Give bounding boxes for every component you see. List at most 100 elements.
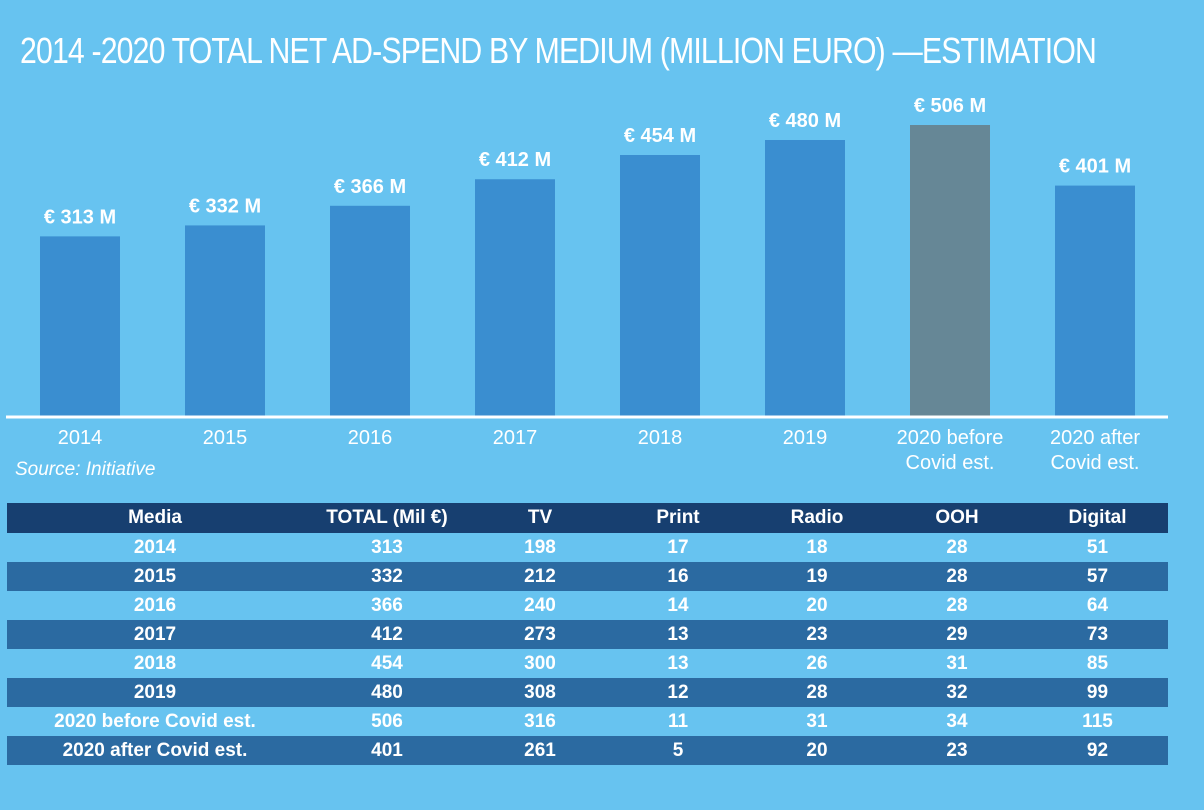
table-row: 2018 454 300 13 26 31 85	[7, 649, 1168, 678]
table-cell: 198	[524, 536, 556, 558]
table-cell: 57	[1086, 565, 1109, 587]
table-cell: 12	[667, 681, 689, 703]
table-cell: 29	[946, 623, 968, 645]
x-tick-label: 2017	[493, 427, 538, 449]
table-cell: 273	[524, 623, 556, 645]
table-cell: 85	[1086, 652, 1109, 674]
table-cell: 28	[946, 536, 968, 558]
table-cell: 2018	[133, 652, 177, 674]
table-cell: 300	[524, 652, 556, 674]
data-label: € 480 M	[769, 110, 841, 132]
table-cell: 401	[371, 739, 403, 761]
bar-2017	[475, 179, 555, 417]
table-header-cell: TOTAL (Mil €)	[326, 507, 448, 528]
data-label: € 454 M	[624, 125, 696, 147]
table-cell: 316	[524, 710, 556, 732]
table-row: 2020 before Covid est. 506 316 11 31 34 115	[7, 707, 1168, 736]
bar-2019	[765, 140, 845, 417]
table-cell: 2020 before Covid est.	[54, 710, 256, 732]
chart-title: 2014 -2020 Total net ad-spend by medium …	[20, 30, 1097, 71]
data-label: € 506 M	[914, 95, 986, 117]
bar-2015	[185, 225, 265, 417]
table-cell: 412	[371, 623, 403, 645]
table-cell: 28	[806, 681, 828, 703]
table-cell: 480	[371, 681, 403, 703]
data-label: € 412 M	[479, 149, 551, 171]
table-cell: 31	[806, 710, 828, 732]
table-header-cell: Print	[656, 507, 700, 528]
table-cell: 261	[524, 739, 556, 761]
data-label: € 401 M	[1059, 156, 1131, 178]
table-cell: 2015	[133, 565, 177, 587]
table-cell: 240	[524, 594, 556, 616]
table-cell: 73	[1086, 623, 1109, 645]
table-cell: 23	[806, 623, 828, 645]
table-cell: 34	[946, 710, 968, 732]
table-header-cell: Radio	[790, 507, 844, 528]
table-cell: 115	[1082, 710, 1113, 732]
table-cell: 92	[1086, 739, 1109, 761]
table-cell: 313	[371, 536, 403, 558]
data-label: € 313 M	[44, 206, 116, 228]
table-row: 2014 313 198 17 18 28 51	[7, 533, 1168, 562]
source-note: Source: Initiative	[15, 459, 156, 480]
bar-2016	[330, 205, 410, 417]
table-cell: 11	[667, 710, 689, 732]
x-tick-label: 2018	[638, 427, 683, 449]
table-cell: 18	[806, 536, 828, 558]
table-cell: 19	[806, 565, 828, 587]
table-cell: 17	[667, 536, 689, 558]
table-row: 2016 366 240 14 20 28 64	[7, 591, 1168, 620]
table-cell: 23	[946, 739, 968, 761]
table-row: 2015 332 212 16 19 28 57	[7, 562, 1168, 591]
table-row: 2020 after Covid est. 401 261 5 20 23 92	[7, 736, 1168, 765]
table-cell: 366	[371, 594, 403, 616]
table-cell: 28	[946, 565, 968, 587]
table-row: 2017 412 273 13 23 29 73	[7, 620, 1168, 649]
x-tick-label: 2014	[58, 427, 103, 449]
x-tick-label: 2019	[783, 427, 828, 449]
table-cell: 99	[1086, 681, 1109, 703]
table-cell: 26	[806, 652, 828, 674]
table-cell: 2014	[133, 536, 177, 558]
x-tick-label: 2020 before Covid est.	[897, 427, 1004, 474]
bar-2020-after-covid-est-	[1055, 185, 1135, 417]
bar-2014	[40, 236, 120, 417]
table-cell: 13	[667, 623, 689, 645]
table-cell: 2016	[133, 594, 177, 616]
table-header-cell: TV	[527, 507, 553, 528]
table-cell: 20	[806, 594, 828, 616]
table-cell: 51	[1086, 536, 1109, 558]
table-header-cell: Digital	[1068, 507, 1127, 528]
bar-2020-before-covid-est-	[910, 125, 990, 417]
table-row: 2019 480 308 12 28 32 99	[7, 678, 1168, 707]
table-cell: 506	[371, 710, 403, 732]
data-label: € 366 M	[334, 176, 406, 198]
table-cell: 14	[667, 594, 689, 616]
table-cell: 2017	[133, 623, 177, 645]
table-cell: 31	[946, 652, 968, 674]
table-cell: 2020 after Covid est.	[62, 739, 248, 761]
bar-chart: € 313 M 2014 € 332 M 2015 € 366 M 2016 € 412 M…	[6, 95, 1168, 474]
table-header-cell: OOH	[935, 507, 979, 528]
x-tick-label: 2015	[203, 427, 248, 449]
table-header-row: Media TOTAL (Mil €) TV Print Radio OOH Digital	[7, 503, 1168, 533]
table-cell: 212	[524, 565, 556, 587]
table-cell: 32	[946, 681, 968, 703]
table-cell: 308	[524, 681, 556, 703]
table-cell: 64	[1086, 594, 1109, 616]
table-cell: 20	[806, 739, 828, 761]
table-cell: 454	[371, 652, 403, 674]
x-tick-label: 2020 after Covid est.	[1050, 427, 1140, 474]
table-cell: 5	[672, 739, 684, 761]
x-tick-label: 2016	[348, 427, 393, 449]
table-cell: 2019	[133, 681, 177, 703]
table-cell: 16	[667, 565, 689, 587]
table-cell: 332	[371, 565, 403, 587]
data-label: € 332 M	[189, 195, 261, 217]
data-table: Media TOTAL (Mil €) TV Print Radio OOH Digital…	[7, 503, 1168, 765]
table-header-cell: Media	[128, 507, 182, 528]
table-cell: 13	[667, 652, 689, 674]
bar-2018	[620, 155, 700, 417]
table-cell: 28	[946, 594, 968, 616]
